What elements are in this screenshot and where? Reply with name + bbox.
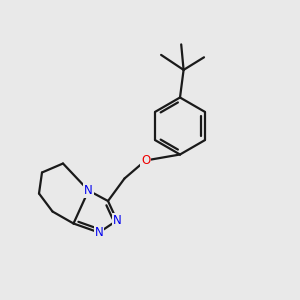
Text: N: N — [94, 226, 103, 239]
Text: N: N — [84, 184, 93, 197]
Text: O: O — [141, 154, 150, 167]
Text: N: N — [112, 214, 122, 227]
